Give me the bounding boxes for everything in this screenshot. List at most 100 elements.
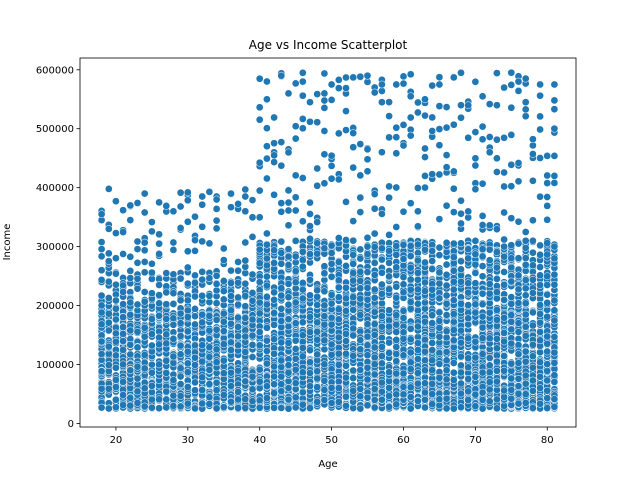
scatter-point: [241, 332, 250, 341]
scatter-point: [119, 288, 127, 296]
scatter-point: [399, 121, 408, 129]
scatter-point: [291, 79, 300, 88]
scatter-point: [263, 347, 271, 355]
scatter-point: [263, 142, 271, 151]
scatter-point: [464, 387, 473, 396]
scatter-point: [176, 341, 185, 350]
scatter-point: [133, 343, 142, 352]
scatter-point: [248, 397, 257, 406]
scatter-point: [320, 376, 329, 385]
scatter-point: [119, 346, 127, 354]
scatter-point: [378, 322, 386, 331]
scatter-point: [421, 278, 429, 287]
scatter-point: [435, 170, 444, 179]
scatter-point: [219, 327, 228, 335]
scatter-point: [263, 300, 271, 309]
scatter-point: [198, 275, 207, 284]
scatter-point: [277, 404, 286, 412]
scatter-point: [356, 294, 365, 303]
scatter-point: [320, 150, 329, 159]
scatter-point: [306, 250, 314, 258]
scatter-point: [378, 343, 386, 351]
scatter-point: [212, 205, 221, 213]
scatter-point: [449, 359, 458, 367]
scatter-point: [270, 403, 278, 412]
scatter-point: [327, 340, 336, 349]
scatter-point: [457, 403, 465, 412]
scatter-point: [169, 376, 178, 384]
scatter-point: [176, 224, 185, 232]
scatter-point: [104, 342, 113, 351]
scatter-point: [378, 280, 386, 289]
scatter-point: [313, 383, 322, 392]
scatter-point: [148, 330, 156, 338]
scatter-point: [277, 363, 286, 371]
scatter-point: [363, 145, 372, 154]
scatter-point: [478, 388, 487, 397]
scatter-point: [493, 306, 501, 314]
scatter-point: [428, 356, 437, 365]
scatter-point: [248, 270, 257, 279]
scatter-point: [155, 395, 163, 404]
scatter-point: [234, 332, 242, 341]
scatter-point: [478, 262, 487, 270]
scatter-point: [284, 368, 293, 377]
scatter-point: [212, 286, 221, 295]
scatter-point: [263, 240, 271, 249]
scatter-point: [529, 363, 537, 372]
scatter-point: [176, 332, 185, 340]
scatter-point: [277, 207, 286, 216]
scatter-point: [457, 361, 465, 370]
scatter-point: [183, 359, 192, 368]
scatter-point: [464, 288, 473, 297]
scatter-point: [97, 384, 106, 393]
scatter-point: [176, 350, 185, 359]
scatter-point: [349, 306, 358, 314]
scatter-point: [521, 260, 530, 269]
scatter-point: [104, 326, 113, 335]
scatter-point: [255, 245, 264, 254]
scatter-point: [140, 208, 149, 217]
scatter-point: [112, 296, 120, 305]
scatter-point: [284, 206, 293, 215]
scatter-point: [234, 341, 242, 350]
scatter-point: [435, 308, 444, 317]
scatter-point: [385, 231, 393, 239]
scatter-point: [255, 259, 264, 268]
scatter-point: [133, 274, 142, 283]
scatter-point: [449, 266, 458, 275]
scatter-point: [183, 383, 192, 391]
scatter-point: [414, 346, 422, 354]
scatter-point: [342, 198, 350, 206]
scatter-point: [205, 380, 214, 388]
scatter-point: [255, 298, 264, 307]
scatter-point: [428, 319, 437, 327]
scatter-point: [263, 124, 271, 133]
scatter-point: [478, 212, 487, 220]
scatter-point: [306, 234, 314, 243]
scatter-point: [277, 284, 286, 293]
scatter-point: [291, 345, 300, 353]
scatter-point: [219, 244, 228, 253]
scatter-point: [205, 326, 214, 335]
scatter-point: [306, 117, 314, 126]
scatter-point: [306, 210, 314, 218]
scatter-point: [169, 270, 178, 279]
scatter-point: [457, 338, 465, 347]
scatter-point: [327, 399, 336, 407]
scatter-point: [255, 341, 264, 350]
scatter-point: [133, 327, 142, 336]
scatter-point: [464, 245, 473, 254]
scatter-point: [500, 268, 508, 276]
scatter-point: [471, 373, 480, 381]
scatter-point: [263, 174, 271, 183]
scatter-point: [219, 369, 228, 378]
scatter-point: [471, 128, 480, 136]
scatter-point: [327, 162, 336, 170]
scatter-point: [442, 356, 451, 365]
data-points: [97, 68, 559, 413]
scatter-point: [277, 304, 286, 313]
scatter-point: [148, 360, 156, 369]
scatter-point: [270, 190, 278, 199]
scatter-point: [363, 363, 372, 372]
